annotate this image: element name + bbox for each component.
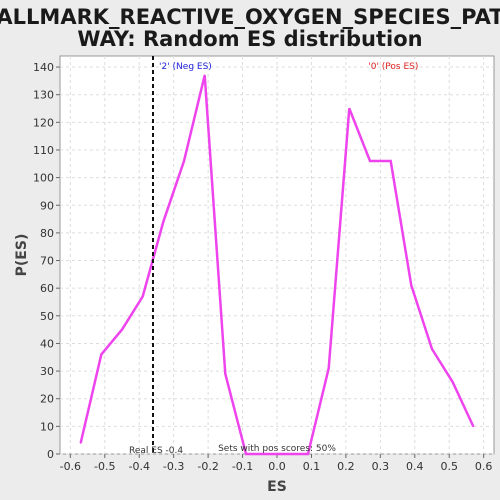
x-axis-label: ES [267,479,287,495]
y-tick-label: 30 [40,365,54,378]
chart-title-line-1: HALLMARK_REACTIVE_OXYGEN_SPECIES_PATH [0,5,500,29]
x-tick-label: -0.3 [163,460,184,473]
data-point [451,381,454,383]
series-points [79,74,475,455]
pos-es-label: '0' (Pos ES) [368,62,418,72]
x-tick-label: -0.2 [197,460,218,473]
data-point [121,328,123,331]
es-distribution-line [79,75,475,456]
x-tick-label: 0.4 [406,460,424,473]
data-point [162,221,165,223]
x-tick-label: 0.6 [475,460,493,473]
real-es-label: Real ES -0.4 [129,446,183,456]
x-tick-label: 0.2 [337,460,355,473]
chart-title-line-2: WAY: Random ES distribution [77,27,422,51]
data-point [307,453,309,455]
y-axis-label: P(ES) [14,234,30,277]
data-point [224,373,227,375]
y-tick-label: 130 [33,89,54,102]
y-tick-label: 10 [40,420,54,433]
data-point [348,107,351,110]
x-tick-label: -0.4 [128,460,149,473]
data-point [431,348,433,350]
x-tick-label: 0.0 [268,460,286,473]
data-point [286,453,289,455]
data-point [389,160,392,162]
y-tick-label: 0 [47,448,54,461]
x-tick-label: -0.1 [232,460,253,473]
data-point [203,74,206,77]
data-point [100,353,103,356]
data-point [245,453,247,455]
data-point [410,284,413,287]
x-tick-label: 0.3 [372,460,390,473]
y-tick-label: 50 [40,310,54,323]
grid-layer [60,56,494,455]
neg-es-label: '2' (Neg ES) [159,62,212,72]
y-tick-label: 70 [40,255,54,268]
y-tick-label: 20 [40,393,54,406]
y-tick-label: 40 [40,337,54,350]
y-tick-label: 90 [40,199,54,212]
x-tick-label: 0.1 [303,460,321,473]
y-tick-label: 100 [33,172,54,185]
data-point [79,442,82,444]
y-tick-label: 140 [33,61,54,74]
x-tick-label: -0.5 [94,460,115,473]
x-tick-label: 0.5 [440,460,458,473]
pos-scores-label: Sets with pos scores: 50% [218,444,336,454]
y-tick-label: 60 [40,282,54,295]
data-point [369,160,371,162]
y-tick-label: 80 [40,227,54,240]
data-point [141,295,144,298]
data-point [327,367,330,370]
x-tick-label: -0.6 [60,460,81,473]
x-axis-ticks: -0.6 -0.5 -0.4 -0.3 -0.2 -0.1 0.0 0.1 0.2 0.3 0.4 0… [60,454,493,473]
y-tick-label: 120 [33,116,54,129]
y-axis-ticks: 0 10 20 30 40 50 60 70 80 90 100 110 120 130 140 [33,61,60,461]
data-point [265,453,268,455]
y-tick-label: 110 [33,144,54,157]
data-point [472,425,475,428]
data-point [183,160,185,162]
